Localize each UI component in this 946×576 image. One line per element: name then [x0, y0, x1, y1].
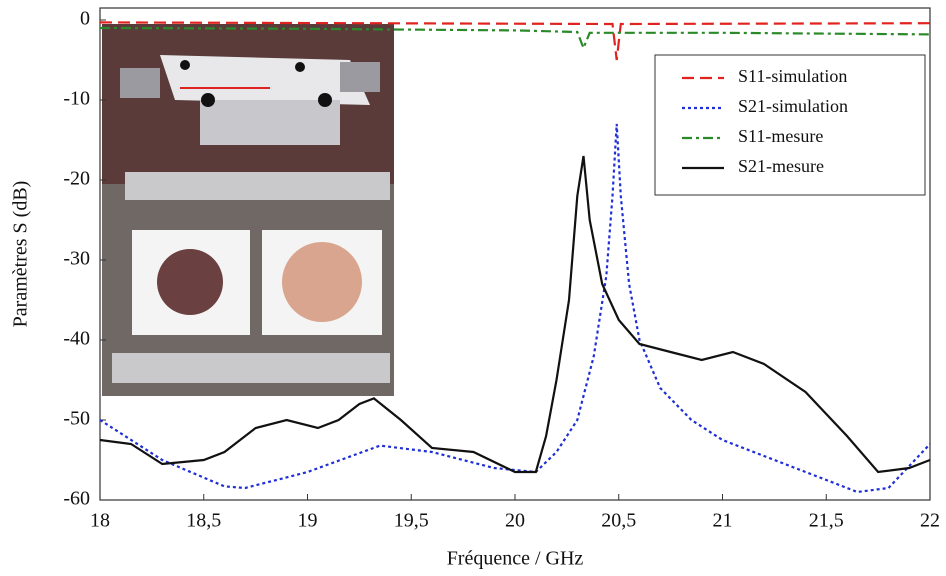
x-tick-label: 21,5 [809, 510, 844, 532]
x-tick-label: 18,5 [186, 510, 221, 532]
y-tick-label: 0 [80, 8, 90, 30]
x-tick-label: 21 [713, 510, 733, 532]
photo-inset [102, 24, 394, 396]
x-tick-label: 20 [505, 510, 525, 532]
x-tick-label: 19,5 [394, 510, 429, 532]
y-tick-label: -40 [63, 328, 90, 350]
y-tick-label: -50 [63, 408, 90, 430]
x-tick-label: 19 [298, 510, 318, 532]
x-tick-label: 22 [920, 510, 940, 532]
y-tick-label: -20 [63, 168, 90, 190]
series-line [99, 26, 931, 51]
series-line [99, 123, 931, 494]
y-tick-label: -30 [63, 248, 90, 270]
y-axis-label: Paramètres S (dB) [10, 181, 32, 328]
y-tick-label: -10 [63, 88, 90, 110]
legend-label: S11-mesure [738, 126, 823, 146]
series-line [99, 21, 931, 61]
legend-label: S21-mesure [738, 156, 824, 176]
legend-label: S11-simulation [738, 66, 847, 86]
x-axis-label: Fréquence / GHz [447, 548, 584, 570]
legend-label: S21-simulation [738, 96, 848, 116]
y-tick-label: -60 [63, 488, 90, 510]
x-tick-label: 18 [90, 510, 110, 532]
series-line [99, 155, 931, 474]
x-tick-label: 20,5 [601, 510, 636, 532]
